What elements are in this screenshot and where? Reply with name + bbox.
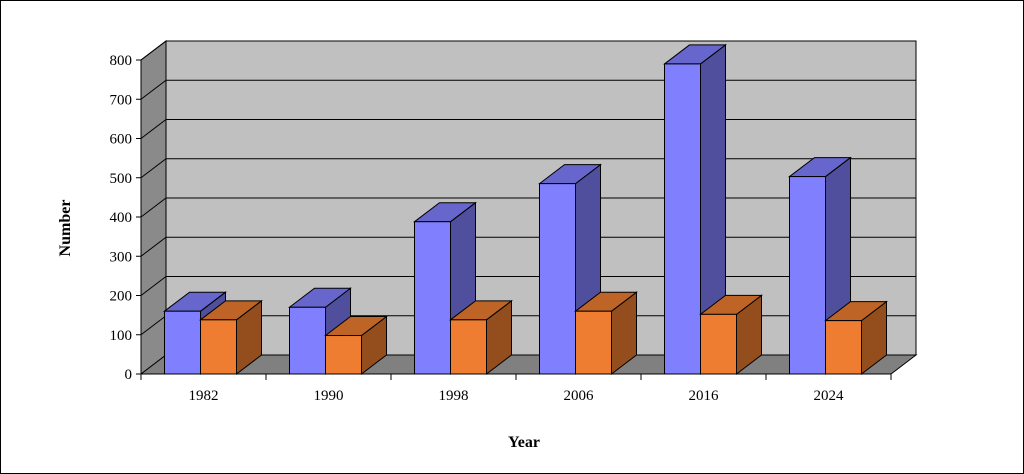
x-tick-label: 1998: [439, 388, 469, 404]
gridline-side: [140, 315, 167, 336]
y-tick-label: 100: [110, 328, 133, 344]
y-tick-label: 300: [110, 249, 133, 265]
bar-2016-series-2: [699, 294, 763, 376]
x-tick-label: 2016: [689, 388, 720, 404]
y-tick-label: 700: [110, 92, 133, 108]
x-tick-label: 1982: [189, 388, 219, 404]
bar-2016-series-1: [663, 43, 727, 376]
gridline-side: [140, 40, 167, 61]
y-axis-title: Number: [57, 200, 74, 257]
gridline-side: [140, 119, 167, 139]
bar-2024-series-2: [824, 300, 888, 376]
x-tick-label: 2024: [814, 388, 845, 404]
x-tick-labels: 1982 1990 1998 2006 2016 2024: [140, 373, 892, 404]
y-tick-label: 400: [110, 210, 133, 226]
gridline-side: [140, 276, 167, 296]
y-tick-label: 500: [110, 171, 133, 187]
y-tick-label: 800: [110, 53, 133, 69]
y-tick-label: 0: [125, 367, 133, 383]
bar-2006-series-2: [574, 291, 638, 376]
y-tick-labels: 0 100 200 300 400 500 600 700 800: [110, 53, 142, 383]
x-tick-label: 2006: [564, 388, 595, 404]
gridline-side: [140, 197, 167, 218]
bar-1982-series-2: [199, 299, 263, 376]
gridline-side: [140, 79, 167, 100]
y-tick-label: 200: [110, 289, 133, 305]
x-axis-title: Year: [508, 434, 540, 451]
bar-1990-series-2: [324, 315, 388, 376]
bars: [163, 43, 888, 376]
x-tick-label: 1990: [314, 388, 344, 404]
y-tick-label: 600: [110, 132, 133, 148]
bar-1998-series-2: [449, 299, 513, 376]
gridline-side: [140, 158, 167, 179]
gridline-side: [140, 236, 167, 257]
